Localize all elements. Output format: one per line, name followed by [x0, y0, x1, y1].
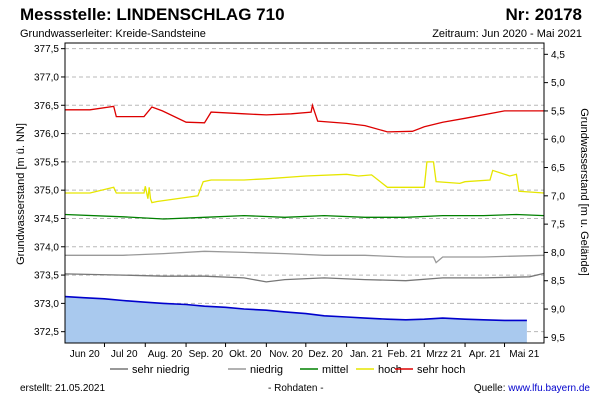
plot-area [65, 43, 544, 343]
y-tick-label-left: 375,5 [34, 157, 59, 168]
y-tick-label-left: 377,5 [34, 44, 59, 55]
y-tick-label-right: 6,0 [551, 135, 565, 146]
measured-area [65, 296, 527, 343]
x-tick-label: Mrzz 21 [426, 349, 462, 360]
legend-label: mittel [322, 364, 348, 376]
plot-frame [64, 42, 545, 344]
y-tick-label-right: 4,5 [551, 50, 565, 61]
station-number: Nr: 20178 [505, 5, 582, 24]
y-tick-label-left: 375,0 [34, 186, 59, 197]
y-tick-label-left: 374,0 [34, 242, 59, 253]
series-line-sehr-hoch [65, 102, 544, 133]
series-line-sehr-niedrig [64, 272, 545, 283]
legend: sehr niedrig niedrig mittel hoch sehr hoch [110, 364, 465, 376]
x-tick-label: Aug. 20 [148, 349, 183, 360]
x-tick-label: Jul 20 [111, 349, 138, 360]
x-tick-label: Jan. 21 [350, 349, 383, 360]
x-tick-label: Sep. 20 [189, 349, 224, 360]
series-line-mittel [64, 213, 545, 220]
created-date: erstellt: 21.05.2021 [20, 383, 106, 394]
y-tick-label-right: 7,0 [551, 191, 565, 202]
y-tick-label-right: 8,0 [551, 248, 565, 259]
x-tick-label: Okt. 20 [229, 349, 262, 360]
legend-label: sehr hoch [417, 364, 465, 376]
station-title: Messstelle: LINDENSCHLAG 710 [20, 5, 285, 24]
x-tick-label: Dez. 20 [308, 349, 343, 360]
y-tick-label-left: 376,0 [34, 129, 59, 140]
y-tick-label-left: 374,5 [34, 214, 59, 225]
x-tick-label: Mai 21 [509, 349, 539, 360]
period-label: Zeitraum: Jun 2020 - Mai 2021 [432, 28, 582, 40]
y-tick-label-left: 372,5 [34, 327, 59, 338]
x-tick-label: Feb. 21 [388, 349, 422, 360]
y-tick-label-right: 7,5 [551, 220, 565, 231]
y-tick-label-right: 6,5 [551, 163, 565, 174]
source-label: Quelle: [473, 383, 509, 394]
y-tick-label-left: 373,5 [34, 271, 59, 282]
y-tick-label-right: 8,5 [551, 276, 565, 287]
y-tick-label-left: 373,0 [34, 299, 59, 310]
y-tick-label-right: 9,5 [551, 333, 565, 344]
y-axis-label-right: Grundwasserstand [m u. Gelände] [578, 108, 590, 276]
x-tick-label: Nov. 20 [269, 349, 303, 360]
y-tick-label-right: 5,0 [551, 78, 565, 89]
x-tick-label: Apr. 21 [469, 349, 501, 360]
legend-label: hoch [378, 364, 402, 376]
y-axis-label-left: Grundwasserstand [m ü. NN] [15, 123, 27, 265]
y-tick-label-left: 376,5 [34, 101, 59, 112]
y-tick-label-right: 9,0 [551, 305, 565, 316]
legend-label: niedrig [250, 364, 283, 376]
source-note: Quelle: www.lfu.bayern.de [474, 383, 590, 394]
series-line-niedrig [65, 250, 545, 264]
y-tick-label-right: 5,5 [551, 106, 565, 117]
aquifer-label: Grundwasserleiter: Kreide-Sandsteine [20, 28, 206, 40]
legend-label: sehr niedrig [132, 364, 189, 376]
series-line-hoch [65, 161, 545, 204]
x-tick-label: Jun 20 [70, 349, 100, 360]
raw-data-note: - Rohdaten - [268, 383, 324, 394]
y-tick-label-left: 377,0 [34, 72, 59, 83]
source-link[interactable]: www.lfu.bayern.de [508, 383, 590, 394]
series-line-measured [64, 295, 527, 322]
